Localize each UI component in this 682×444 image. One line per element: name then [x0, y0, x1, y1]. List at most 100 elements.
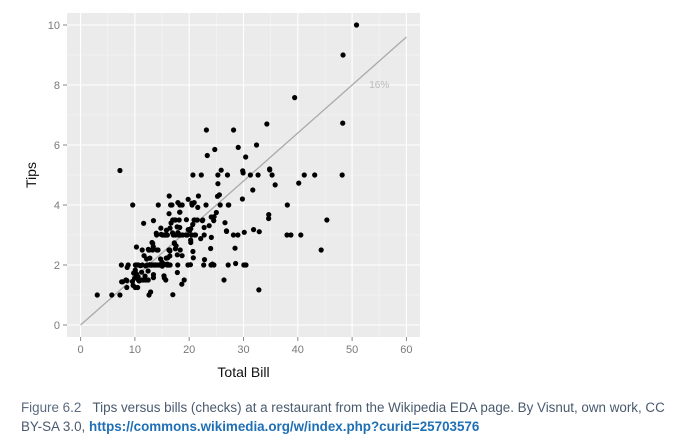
data-point: [272, 182, 278, 188]
data-point: [223, 228, 230, 234]
data-point: [94, 292, 100, 298]
data-point: [235, 232, 241, 238]
data-point: [201, 262, 207, 268]
data-point: [189, 232, 195, 238]
data-point: [264, 121, 270, 127]
data-point: [177, 247, 183, 253]
caption-text: Tips versus bills (checks) at a restaura…: [21, 400, 665, 434]
data-point: [256, 229, 262, 235]
data-point: [170, 292, 176, 298]
data-point: [233, 260, 239, 267]
data-point: [240, 168, 246, 174]
data-point: [269, 172, 275, 178]
data-point: [142, 273, 148, 279]
data-point: [243, 154, 249, 160]
data-point: [175, 262, 181, 268]
data-point: [179, 202, 185, 208]
data-point: [255, 172, 261, 178]
data-point: [183, 232, 189, 238]
figure-caption: Figure 6.2 Tips versus bills (checks) at…: [21, 398, 671, 436]
data-point: [139, 247, 145, 253]
data-point: [150, 218, 157, 224]
data-point: [145, 277, 151, 283]
data-point: [124, 284, 130, 291]
data-point: [174, 269, 180, 276]
data-point: [145, 268, 151, 274]
data-point: [208, 262, 214, 268]
data-point: [215, 181, 221, 187]
data-point: [117, 167, 123, 174]
data-point: [204, 152, 210, 159]
data-point: [166, 211, 172, 217]
data-point: [136, 278, 142, 284]
data-point: [298, 232, 304, 238]
data-point: [168, 220, 174, 226]
data-point: [171, 240, 177, 246]
data-point: [198, 172, 204, 178]
data-point: [131, 270, 137, 276]
x-tick-label: 40: [292, 344, 304, 356]
data-point: [150, 247, 156, 253]
data-point: [222, 220, 228, 226]
data-point: [211, 218, 217, 224]
data-point: [179, 281, 185, 287]
x-tick-label: 20: [183, 344, 195, 356]
data-point: [141, 220, 147, 226]
data-point: [312, 172, 318, 178]
data-point: [217, 202, 223, 208]
data-point: [176, 217, 182, 223]
data-point: [173, 232, 179, 238]
data-point: [296, 180, 302, 186]
x-tick-label: 0: [78, 344, 84, 356]
data-point: [140, 277, 147, 283]
data-point: [190, 221, 196, 228]
y-tick-label: 6: [54, 140, 60, 152]
data-point: [172, 217, 179, 223]
y-tick-label: 10: [48, 20, 60, 32]
data-point: [181, 277, 187, 283]
data-point: [232, 245, 238, 251]
data-point: [218, 167, 224, 173]
x-axis-title: Total Bill: [217, 364, 269, 380]
y-tick-label: 4: [54, 200, 60, 212]
data-point: [340, 52, 346, 58]
data-point: [239, 196, 246, 202]
data-point: [212, 146, 218, 153]
data-point: [132, 262, 138, 268]
data-point: [185, 262, 191, 268]
data-point: [132, 284, 138, 291]
x-tick-label: 50: [346, 344, 358, 356]
data-point: [179, 253, 185, 259]
data-point: [185, 196, 191, 202]
data-point: [187, 227, 193, 234]
data-point: [167, 253, 173, 259]
data-point: [266, 215, 272, 222]
data-point: [166, 193, 172, 199]
data-point: [163, 277, 169, 283]
data-point: [189, 202, 195, 208]
data-point: [292, 95, 298, 101]
data-point: [201, 224, 207, 231]
data-point: [166, 262, 172, 268]
data-point: [120, 279, 126, 285]
data-point: [267, 167, 273, 173]
data-point: [201, 232, 207, 238]
source-link[interactable]: https://commons.wikimedia.org/w/index.ph…: [89, 419, 480, 434]
data-point: [188, 237, 194, 243]
data-point: [183, 217, 190, 223]
data-point: [190, 248, 196, 255]
x-tick-label: 10: [129, 344, 141, 356]
data-point: [150, 240, 156, 246]
data-point: [118, 262, 124, 268]
data-point: [174, 252, 180, 258]
data-point: [168, 202, 174, 208]
scatter-chart: 16% 0 10 20 30 40 50 60 0 2 4 6 8 10 Total Bill Tip…: [23, 13, 420, 380]
data-point: [318, 247, 324, 253]
data-point: [241, 262, 247, 268]
reference-line-label: 16%: [369, 80, 389, 91]
data-point: [161, 273, 167, 279]
data-point: [224, 172, 231, 178]
data-point: [144, 256, 150, 262]
data-point: [250, 227, 257, 233]
data-point: [206, 223, 212, 229]
